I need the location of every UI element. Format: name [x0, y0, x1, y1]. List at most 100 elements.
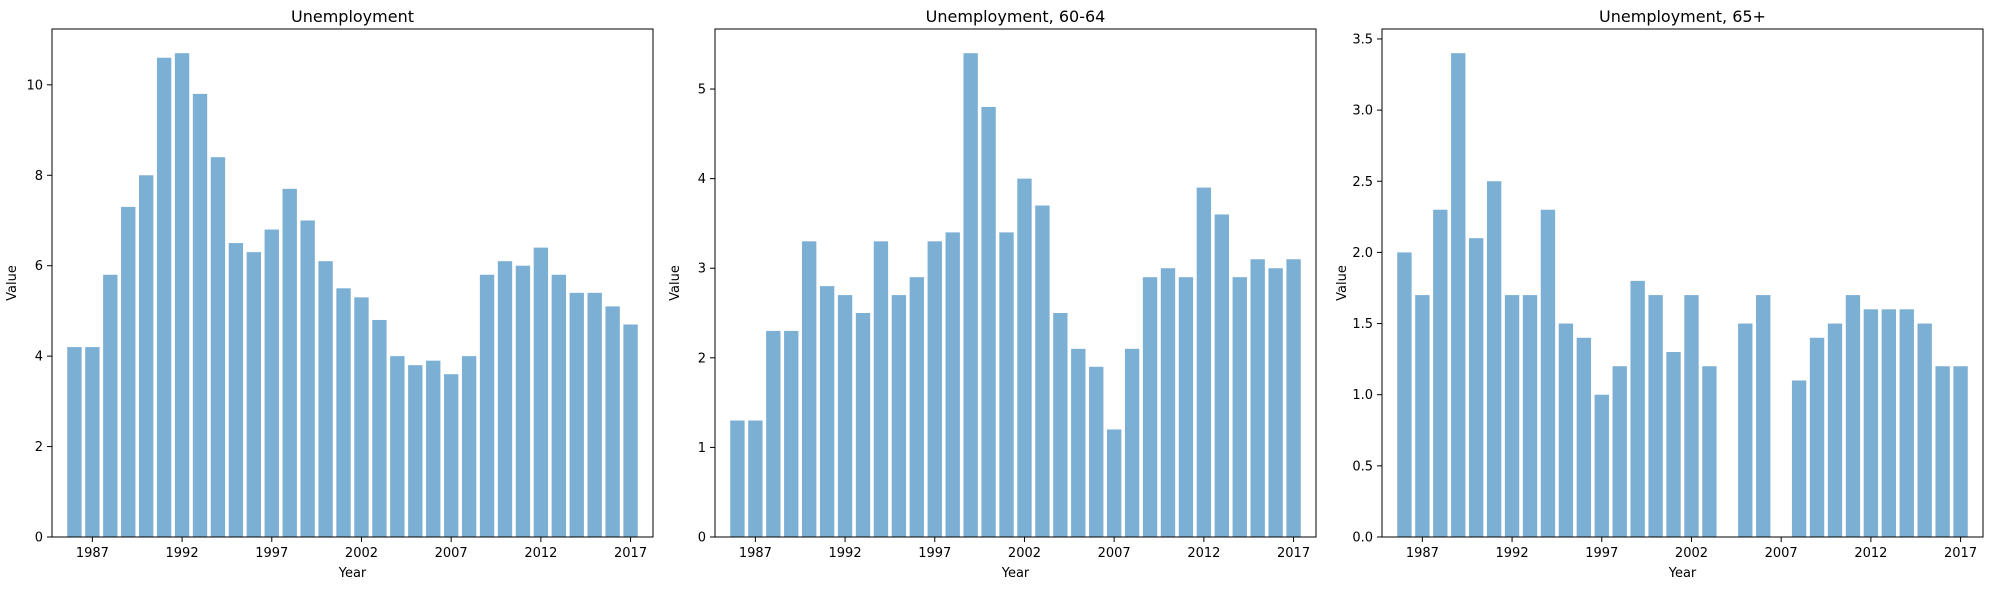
y-tick-label: 4 [698, 172, 706, 187]
y-axis-ticks: 0 2 4 6 8 10 [26, 78, 52, 546]
y-tick-label: 6 [35, 259, 43, 274]
y-tick-label: 1 [698, 441, 706, 456]
y-axis-label: Value [1335, 265, 1350, 301]
chart-panel-unemployment: Unemployment Year Value 1987 1992 1997 2002… [5, 7, 654, 581]
y-tick-label: 0.0 [1352, 531, 1373, 546]
chart-title: Unemployment, 60-64 [926, 7, 1106, 26]
bar [121, 206, 136, 537]
bar [1250, 259, 1265, 537]
bar [1881, 309, 1896, 537]
bar [533, 247, 549, 538]
y-tick-label: 1.5 [1352, 317, 1373, 332]
bar [1124, 348, 1140, 537]
bar [1809, 337, 1825, 537]
bar [1397, 252, 1412, 537]
bar [1035, 205, 1050, 537]
bar [1738, 323, 1753, 537]
x-tick-label: 1997 [255, 546, 288, 561]
bar [569, 292, 584, 537]
bar [174, 53, 190, 537]
bar [85, 347, 100, 537]
bar [1469, 238, 1484, 538]
bar [1845, 295, 1861, 537]
bar [390, 356, 405, 537]
bar [1433, 209, 1448, 537]
y-tick-label: 2.5 [1352, 175, 1373, 190]
bar [587, 292, 602, 537]
x-tick-label: 1987 [76, 546, 109, 561]
bar [497, 261, 513, 537]
bar [909, 277, 925, 537]
bar [1594, 394, 1609, 537]
bar [1576, 337, 1592, 537]
bar [1214, 214, 1229, 537]
bar [1486, 181, 1502, 538]
bar [318, 261, 333, 537]
y-axis-label: Value [668, 265, 683, 301]
y-axis-ticks: 0 1 2 3 4 5 [698, 83, 715, 546]
x-axis-label: Year [338, 566, 367, 581]
x-tick-label: 2012 [1854, 546, 1887, 561]
y-tick-label: 0 [35, 531, 43, 546]
bar [981, 106, 996, 538]
bar [748, 420, 763, 537]
x-tick-label: 1987 [739, 546, 772, 561]
bar [945, 232, 960, 537]
plot-frame [1381, 28, 1984, 538]
bar [1630, 280, 1645, 537]
bar [443, 374, 459, 537]
bar [103, 274, 118, 537]
x-tick-label: 2002 [345, 546, 378, 561]
bar [300, 220, 315, 538]
x-tick-label: 2012 [524, 546, 557, 561]
bar [282, 188, 297, 537]
bar [1756, 295, 1771, 537]
x-tick-label: 1997 [1585, 546, 1618, 561]
x-tick-label: 1987 [1406, 546, 1439, 561]
y-tick-label: 10 [26, 78, 43, 93]
bar [1827, 323, 1843, 537]
plot-frame [51, 28, 654, 538]
bar [1268, 268, 1283, 537]
y-tick-label: 2 [698, 351, 706, 366]
bar [873, 241, 889, 537]
bar [228, 243, 244, 537]
x-tick-label: 1992 [1496, 546, 1529, 561]
x-tick-label: 2007 [1098, 546, 1131, 561]
bar [1917, 323, 1932, 537]
bar [1899, 309, 1914, 537]
bar [1863, 309, 1879, 537]
x-axis-label: Year [1668, 566, 1697, 581]
bar [1089, 366, 1104, 537]
bar [1053, 313, 1068, 537]
bar [1415, 295, 1430, 537]
x-tick-label: 2002 [1675, 546, 1708, 561]
bar [551, 274, 566, 537]
y-tick-label: 0.5 [1352, 459, 1373, 474]
bar [963, 53, 978, 537]
y-tick-label: 5 [698, 83, 706, 98]
bar [156, 57, 172, 537]
bar [515, 265, 531, 537]
x-tick-label: 2017 [1944, 546, 1977, 561]
bar [461, 356, 477, 537]
x-tick-label: 1992 [829, 546, 862, 561]
bar [246, 252, 262, 537]
x-tick-label: 2002 [1008, 546, 1041, 561]
bar [210, 157, 226, 537]
bar [927, 241, 942, 537]
y-tick-label: 2 [35, 440, 43, 455]
y-tick-label: 3.5 [1352, 32, 1373, 47]
bar-group [730, 53, 1301, 538]
bar-group [67, 53, 638, 538]
x-tick-label: 2017 [1277, 546, 1310, 561]
bar [1540, 209, 1556, 537]
bar [1684, 295, 1699, 537]
bar [855, 313, 871, 537]
bar [354, 297, 369, 537]
y-tick-label: 4 [35, 350, 43, 365]
x-tick-label: 2007 [435, 546, 468, 561]
bar [802, 241, 817, 537]
bar [730, 420, 745, 537]
plot-frame [714, 28, 1317, 538]
